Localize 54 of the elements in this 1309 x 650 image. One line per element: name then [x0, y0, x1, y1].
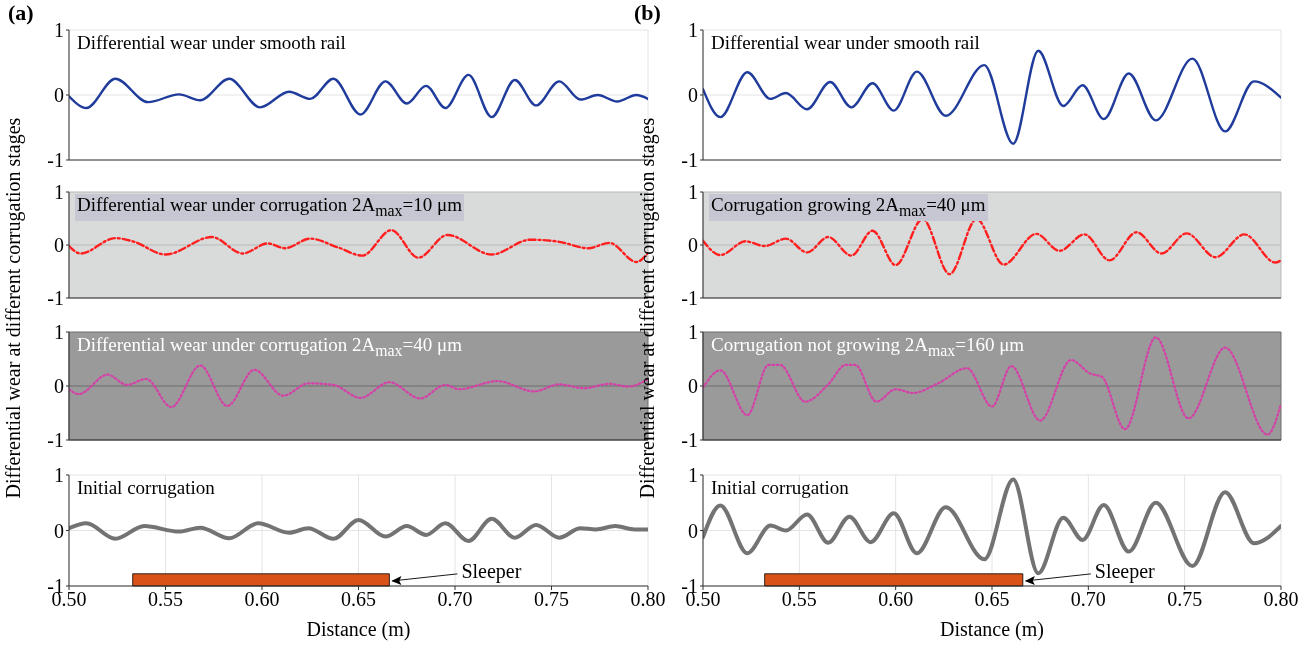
x-tick-label: 0.55 — [148, 588, 183, 611]
y-tick-label: 0 — [688, 234, 698, 257]
y-axis-title: Differential wear at different corrugation stages — [1, 116, 26, 501]
y-tick-label: 0 — [688, 375, 698, 398]
y-tick-label: -1 — [47, 429, 64, 452]
y-tick-label: 0 — [688, 84, 698, 107]
line-series — [69, 516, 648, 544]
x-tick-label: 0.55 — [781, 588, 817, 611]
y-tick-label: -1 — [47, 287, 64, 310]
y-tick-label: 0 — [54, 234, 64, 257]
y-tick-label: 1 — [688, 19, 698, 42]
x-tick-label: 0.60 — [244, 588, 280, 611]
chart-title: Differential wear under corrugation 2A$_{max}$=40 μm — [76, 334, 463, 361]
y-tick-label: 1 — [688, 181, 698, 204]
y-tick-label: 1 — [54, 321, 64, 344]
chart-title: Differential wear under corrugation 2A$_{max}$=10 μm — [75, 194, 464, 221]
y-tick-label: 1 — [54, 19, 64, 42]
y-tick-label: -1 — [681, 149, 698, 172]
x-tick-label: 0.60 — [878, 588, 914, 611]
y-axis-title: Differential wear at different corrugation stages — [635, 116, 660, 501]
x-tick-label: 0.75 — [1167, 588, 1203, 611]
band-label: Sleeper — [1094, 559, 1156, 583]
y-tick-label: 1 — [54, 464, 64, 487]
y-tick-label: 0 — [54, 84, 64, 107]
band-label: Sleeper — [461, 559, 522, 583]
line-series — [703, 336, 1281, 436]
y-tick-label: -1 — [681, 287, 698, 310]
y-tick-label: 1 — [688, 464, 698, 487]
y-tick-label: 1 — [688, 321, 698, 344]
y-tick-label: -1 — [47, 149, 64, 172]
x-tick-label: 0.80 — [1263, 588, 1299, 611]
line-series — [69, 73, 648, 119]
chart-title: Differential wear under smooth rail — [76, 32, 347, 53]
x-tick-label: 0.65 — [974, 588, 1010, 611]
text: (b) — [634, 0, 661, 26]
chart-title: Corrugation not growing 2A$_{max}$=160 μm — [710, 334, 1026, 361]
x-tick-label: 0.80 — [630, 588, 666, 611]
x-tick-label: 0.70 — [437, 588, 473, 611]
y-tick-label: 1 — [54, 181, 64, 204]
y-tick-label: -1 — [681, 429, 698, 452]
x-axis-title: Distance (m) — [939, 618, 1045, 641]
y-tick-label: 0 — [54, 519, 64, 542]
line-series — [703, 49, 1281, 145]
chart-title: Differential wear under smooth rail — [710, 32, 981, 53]
chart-title: Initial corrugation — [76, 477, 216, 498]
chart-title: Initial corrugation — [710, 477, 850, 498]
text: (a) — [8, 0, 34, 26]
x-tick-label: 0.70 — [1070, 588, 1106, 611]
y-tick-label: 0 — [688, 519, 698, 542]
x-tick-label: 0.65 — [341, 588, 376, 611]
y-tick-label: 0 — [54, 375, 64, 398]
x-axis-title: Distance (m) — [305, 618, 412, 641]
x-tick-label: 0.75 — [534, 588, 569, 611]
chart-title: Corrugation growing 2A$_{max}$=40 μm — [709, 194, 988, 221]
